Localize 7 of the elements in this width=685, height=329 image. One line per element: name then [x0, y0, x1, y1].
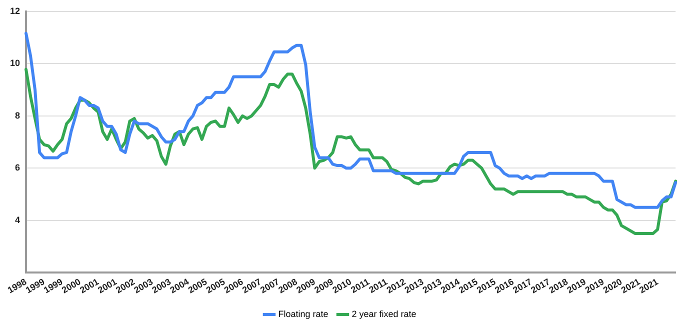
y-tick-label: 4	[14, 214, 20, 225]
y-tick-label: 10	[10, 58, 20, 68]
legend-label: 2 year fixed rate	[352, 308, 416, 319]
y-tick-label: 12	[10, 6, 20, 16]
legend-label: Floating rate	[278, 308, 328, 319]
y-tick-label: 8	[14, 110, 20, 120]
y-tick-label: 6	[14, 162, 20, 173]
